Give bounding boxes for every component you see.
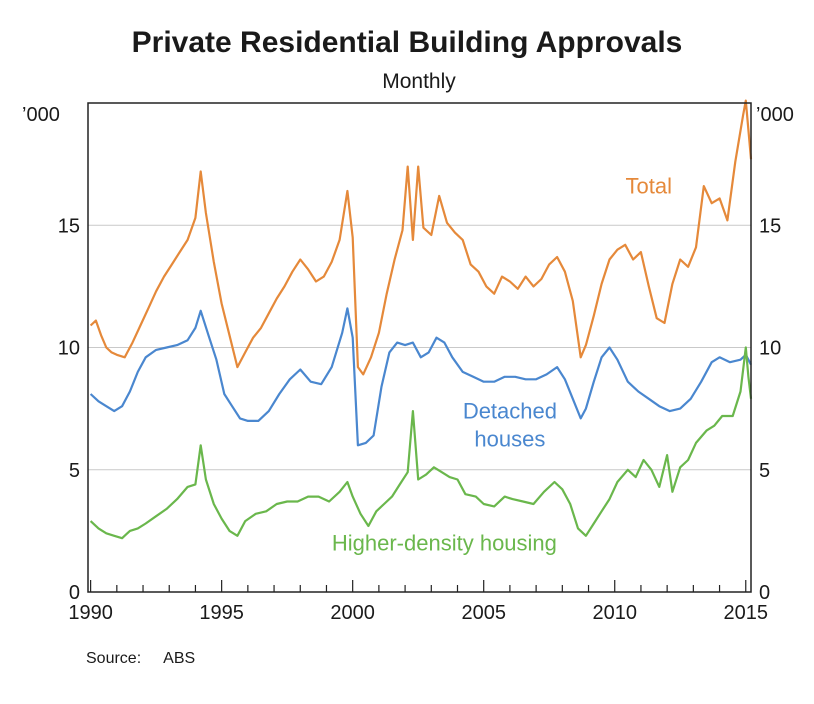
right-axis-unit: ’000 bbox=[756, 104, 794, 126]
series-lines bbox=[89, 99, 753, 540]
left-axis-unit: ’000 bbox=[22, 104, 60, 126]
y-tick-label-left: 5 bbox=[69, 460, 80, 482]
y-tick-label-left: 15 bbox=[58, 215, 80, 237]
series-label: Higher-density housing bbox=[332, 530, 557, 555]
y-tick-label-left: 10 bbox=[58, 338, 80, 360]
series-line-detached-houses bbox=[89, 307, 752, 447]
series-labels: Total Detached houses Higher-density housin… bbox=[332, 173, 672, 555]
y-tick-label-right: 15 bbox=[759, 215, 781, 237]
series-label: Detached bbox=[463, 398, 557, 423]
axis-ticks: 0 0 5 5 10 10 15 15 1990 1995 2000 2005 2010 2015 bbox=[58, 215, 782, 624]
source-label: Source: bbox=[86, 650, 142, 667]
x-tick-label: 2005 bbox=[461, 602, 506, 624]
y-tick-label-right: 5 bbox=[759, 460, 770, 482]
x-tick-label: 1990 bbox=[68, 602, 113, 624]
x-tick-label: 2010 bbox=[592, 602, 637, 624]
gridlines bbox=[88, 224, 751, 471]
y-tick-label-right: 0 bbox=[759, 582, 770, 604]
y-tick-label-right: 10 bbox=[759, 338, 781, 360]
plot-frame bbox=[87, 102, 752, 593]
chart-title: Private Residential Building Approvals bbox=[131, 26, 683, 59]
y-tick-label-left: 0 bbox=[69, 582, 80, 604]
series-label: Total bbox=[626, 173, 672, 198]
x-tick-label: 2000 bbox=[330, 602, 375, 624]
x-tick-label: 2015 bbox=[724, 602, 769, 624]
x-tick-label: 1995 bbox=[199, 602, 244, 624]
series-line-higher-density-housing bbox=[89, 346, 753, 540]
series-label: houses bbox=[474, 426, 545, 451]
source-value: ABS bbox=[163, 650, 196, 667]
source-note: Source: ABS bbox=[86, 650, 217, 668]
chart-subtitle: Monthly bbox=[382, 70, 456, 93]
series-line-total bbox=[89, 99, 753, 376]
